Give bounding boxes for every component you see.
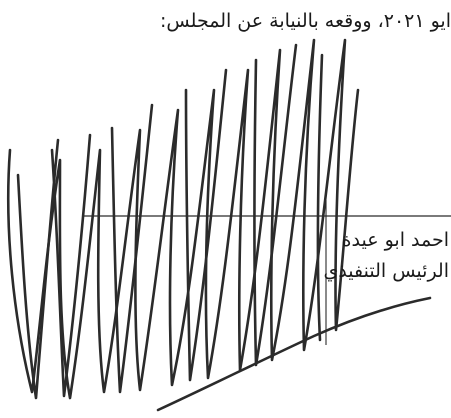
signatory-title: الرئيس التنفيذي bbox=[323, 260, 449, 282]
signatory-name: احمد ابو عيدة bbox=[341, 229, 449, 251]
handwritten-signature bbox=[6, 38, 432, 412]
intro-text-line: ايو ٢٠٢١، ووقعه بالنيابة عن المجلس: bbox=[160, 10, 451, 32]
